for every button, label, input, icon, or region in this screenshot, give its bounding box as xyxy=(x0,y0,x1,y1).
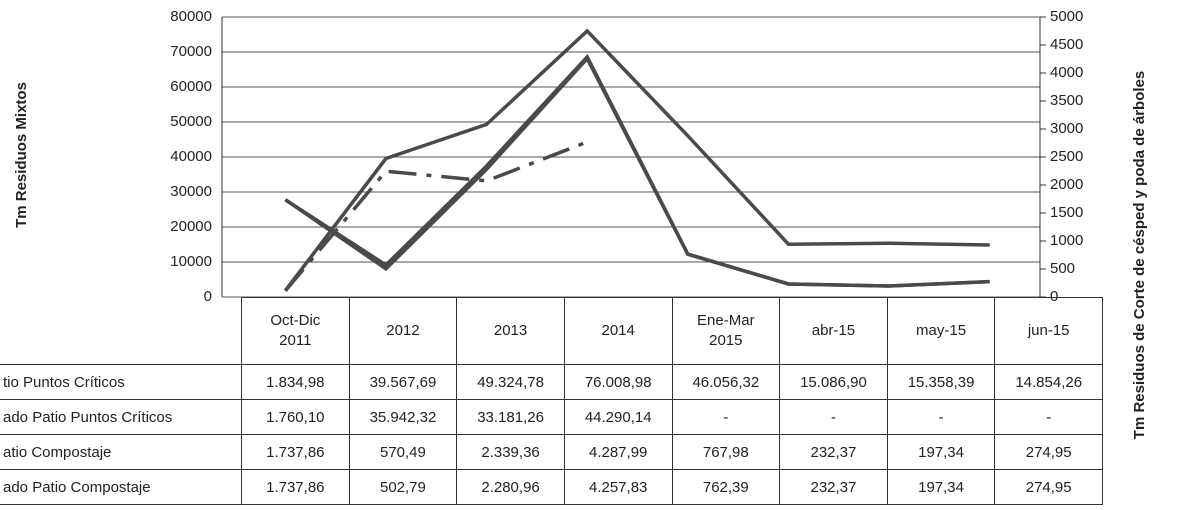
value-cell: - xyxy=(886,399,996,435)
table-row: ado Patio Puntos Críticos 1.760,10 35.942,… xyxy=(0,399,1103,435)
series-line xyxy=(283,28,990,292)
y-axis-title: Tm Residuos Mixtos xyxy=(13,82,30,228)
value-cell: 232,37 xyxy=(779,469,888,505)
table-row: atio Compostaje 1.737,86 570,49 2.339,36 4.2… xyxy=(0,434,1103,470)
y2-axis-title: Tm Residuos de Corte de césped y poda de… xyxy=(1131,70,1148,440)
series-name: atio Compostaje xyxy=(0,434,242,470)
y2-tick-label: 2500 xyxy=(1050,148,1083,165)
value-cell: 4.287,99 xyxy=(563,434,673,470)
value-cell: 762,39 xyxy=(671,469,781,505)
y-tick-label: 40000 xyxy=(170,148,212,165)
table-header-cell: Oct-Dic 2011 xyxy=(241,297,350,365)
table-header-cell: 2012 xyxy=(348,297,458,365)
value-cell: 46.056,32 xyxy=(671,364,781,400)
category-label: abr-15 xyxy=(811,322,856,339)
y2-tick-label: 3500 xyxy=(1050,92,1083,109)
value-cell: 2.339,36 xyxy=(456,434,565,470)
y-tick-label: 70000 xyxy=(170,43,212,60)
category-label: may-15 xyxy=(916,322,967,339)
table-header-cell: abr-15 xyxy=(779,297,888,365)
y2-tick-label: 4000 xyxy=(1050,64,1083,81)
y-tick-label: 80000 xyxy=(170,8,212,25)
y2-tick-label: 0 xyxy=(1050,288,1058,305)
value-cell: 1.737,86 xyxy=(241,469,350,505)
value-cell: 767,98 xyxy=(671,434,781,470)
y-tick-label: 60000 xyxy=(170,78,212,95)
y2-tick-label: 5000 xyxy=(1050,8,1083,25)
series-name: ado Patio Puntos Críticos xyxy=(0,399,242,435)
value-cell: 44.290,14 xyxy=(563,399,673,435)
y-tick-label: 0 xyxy=(204,288,212,305)
table-header-cell: 2014 xyxy=(563,297,673,365)
category-label: Oct-Dic 2011 xyxy=(270,312,321,349)
category-label: 2012 xyxy=(386,322,420,339)
value-cell: 274,95 xyxy=(994,469,1103,505)
y2-tick-label: 1500 xyxy=(1050,204,1083,221)
value-cell: 570,49 xyxy=(348,434,458,470)
y2-tick-label: 2000 xyxy=(1050,176,1083,193)
table-header-cell: Ene-Mar 2015 xyxy=(671,297,781,365)
value-cell: 35.942,32 xyxy=(348,399,458,435)
category-label: jun-15 xyxy=(1027,322,1070,339)
value-cell: 197,34 xyxy=(886,434,996,470)
table-corner xyxy=(0,297,242,365)
table-header-cell: 2013 xyxy=(456,297,565,365)
value-cell: 4.257,83 xyxy=(563,469,673,505)
value-cell: 33.181,26 xyxy=(456,399,565,435)
value-cell: - xyxy=(779,399,888,435)
table-header-cell: may-15 xyxy=(886,297,996,365)
y2-tick-label: 4500 xyxy=(1050,36,1083,53)
table-header-cell: jun-15 xyxy=(994,297,1103,365)
value-cell: 15.358,39 xyxy=(886,364,996,400)
value-cell: 274,95 xyxy=(994,434,1103,470)
y-tick-label: 10000 xyxy=(170,253,212,270)
value-cell: 39.567,69 xyxy=(348,364,458,400)
category-label: 2013 xyxy=(493,322,528,339)
category-label: 2014 xyxy=(601,322,635,339)
value-cell: - xyxy=(994,399,1103,435)
value-cell: 1.737,86 xyxy=(241,434,350,470)
value-cell: 76.008,98 xyxy=(563,364,673,400)
y2-tick-label: 500 xyxy=(1050,260,1075,277)
value-cell: 232,37 xyxy=(779,434,888,470)
value-cell: 502,79 xyxy=(348,469,458,505)
value-cell: 1.834,98 xyxy=(241,364,350,400)
y2-axis-title-box: Tm Residuos de Corte de césped y poda de… xyxy=(1131,70,1148,440)
series-name: ado Patio Compostaje xyxy=(0,469,242,505)
series-line xyxy=(284,55,990,288)
y-tick-label: 20000 xyxy=(170,218,212,235)
value-cell: 197,34 xyxy=(886,469,996,505)
series-name: tio Puntos Críticos xyxy=(0,364,242,400)
y2-tick-label: 3000 xyxy=(1050,120,1083,137)
table-header-row: Oct-Dic 2011 2012 2013 2014 Ene-Mar 2015 abr-… xyxy=(0,297,1103,365)
value-cell: 1.760,10 xyxy=(241,399,350,435)
table-row: tio Puntos Críticos 1.834,98 39.567,69 49.3… xyxy=(0,364,1103,400)
y-tick-label: 30000 xyxy=(170,183,212,200)
value-cell: 15.086,90 xyxy=(779,364,888,400)
value-cell: - xyxy=(671,399,781,435)
table-row: ado Patio Compostaje 1.737,86 502,79 2.280,… xyxy=(0,469,1103,505)
y-tick-label: 50000 xyxy=(170,113,212,130)
value-cell: 49.324,78 xyxy=(456,364,565,400)
y2-tick-label: 1000 xyxy=(1050,232,1083,249)
category-label: Ene-Mar 2015 xyxy=(697,312,755,349)
data-table: Oct-Dic 2011 2012 2013 2014 Ene-Mar 2015 abr-… xyxy=(0,297,1103,505)
value-cell: 14.854,26 xyxy=(994,364,1103,400)
value-cell: 2.280,96 xyxy=(456,469,565,505)
